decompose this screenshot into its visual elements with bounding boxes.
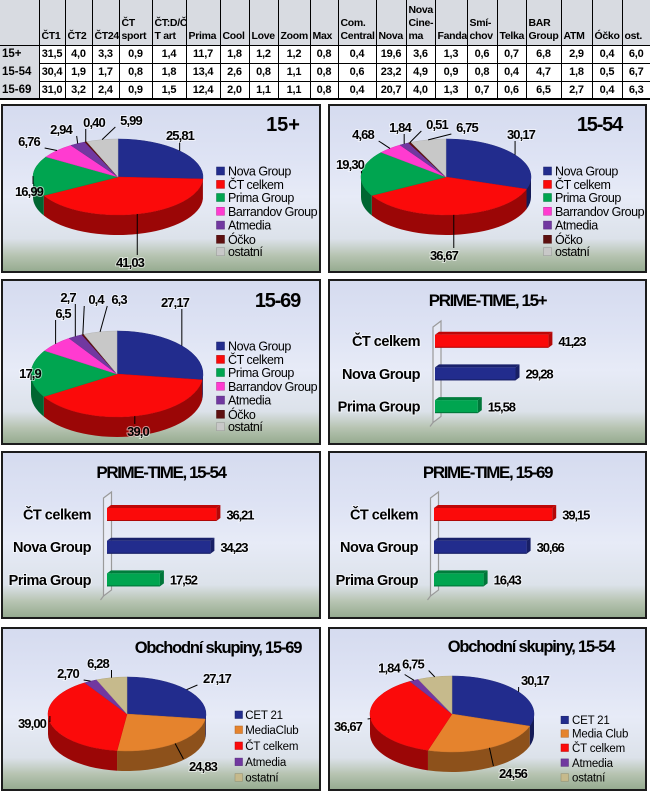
svg-text:30,17: 30,17 (507, 127, 536, 142)
svg-text:2,7: 2,7 (60, 290, 76, 305)
svg-text:30,66: 30,66 (537, 540, 565, 555)
svg-text:MediaClub: MediaClub (245, 725, 298, 737)
svg-text:19,30: 19,30 (336, 157, 365, 172)
svg-text:Óčko: Óčko (555, 232, 583, 247)
svg-text:Nova Group: Nova Group (228, 340, 291, 354)
svg-text:6,5: 6,5 (55, 306, 71, 321)
svg-text:0,51: 0,51 (426, 117, 448, 132)
svg-text:15,58: 15,58 (488, 399, 516, 414)
svg-text:Nova Group: Nova Group (228, 165, 291, 179)
svg-text:ostatní: ostatní (555, 245, 590, 259)
svg-text:Atmedia: Atmedia (555, 219, 598, 233)
svg-text:Prima Group: Prima Group (338, 400, 421, 416)
svg-text:ČT celkem: ČT celkem (23, 506, 91, 524)
svg-text:Nova Group: Nova Group (340, 540, 419, 556)
svg-text:Prima Group: Prima Group (228, 191, 294, 205)
svg-text:36,21: 36,21 (226, 507, 254, 522)
svg-text:Óčko: Óčko (228, 232, 256, 247)
svg-text:16,43: 16,43 (494, 573, 522, 588)
svg-text:15-54: 15-54 (577, 114, 624, 136)
svg-text:Nova Group: Nova Group (555, 165, 618, 179)
svg-text:6,28: 6,28 (87, 656, 109, 671)
svg-text:1,84: 1,84 (378, 660, 401, 675)
svg-text:Prima Group: Prima Group (555, 191, 621, 205)
svg-text:2,94: 2,94 (50, 122, 73, 137)
svg-text:ostatní: ostatní (228, 420, 263, 434)
svg-text:Barrandov Group: Barrandov Group (228, 205, 318, 219)
svg-text:0,40: 0,40 (83, 115, 105, 130)
svg-text:Óčko: Óčko (228, 407, 256, 422)
svg-text:2,70: 2,70 (57, 666, 79, 681)
svg-text:29,28: 29,28 (526, 367, 554, 382)
svg-text:Nova Group: Nova Group (342, 367, 421, 383)
svg-text:1,84: 1,84 (389, 120, 412, 135)
svg-text:Atmedia: Atmedia (228, 219, 271, 233)
svg-text:Prima Group: Prima Group (9, 573, 92, 589)
svg-text:CET 21: CET 21 (572, 715, 610, 727)
svg-text:15-69: 15-69 (255, 290, 301, 312)
svg-text:5,99: 5,99 (120, 113, 142, 128)
svg-text:ČT celkem: ČT celkem (352, 332, 420, 350)
svg-text:17,9: 17,9 (19, 366, 41, 381)
svg-text:39,15: 39,15 (562, 507, 590, 522)
svg-text:CET 21: CET 21 (245, 710, 283, 722)
svg-text:Barrandov Group: Barrandov Group (228, 380, 318, 394)
svg-text:36,67: 36,67 (334, 719, 363, 734)
svg-text:Media Club: Media Club (572, 729, 628, 741)
svg-text:6,75: 6,75 (456, 120, 478, 135)
svg-text:Atmedia: Atmedia (228, 394, 271, 408)
svg-text:15+: 15+ (266, 114, 300, 136)
svg-text:41,23: 41,23 (558, 334, 586, 349)
svg-text:Nova Group: Nova Group (13, 540, 92, 556)
svg-text:PRIME-TIME, 15-54: PRIME-TIME, 15-54 (96, 463, 227, 482)
svg-text:Prima Group: Prima Group (336, 573, 419, 589)
svg-text:0,4: 0,4 (88, 292, 105, 307)
svg-text:Obchodní skupiny, 15-54: Obchodní skupiny, 15-54 (448, 638, 616, 656)
svg-text:Barrandov Group: Barrandov Group (555, 205, 645, 219)
svg-text:ostatní: ostatní (228, 245, 263, 259)
svg-text:ČT celkem: ČT celkem (555, 177, 610, 192)
svg-text:41,03: 41,03 (116, 255, 145, 270)
svg-text:Atmedia: Atmedia (572, 758, 614, 770)
svg-text:ostatní: ostatní (245, 773, 279, 785)
svg-text:Obchodní skupiny, 15-69: Obchodní skupiny, 15-69 (135, 639, 302, 657)
svg-text:27,17: 27,17 (161, 295, 190, 310)
svg-text:24,56: 24,56 (499, 766, 528, 781)
svg-text:27,17: 27,17 (203, 671, 232, 686)
svg-text:25,81: 25,81 (166, 128, 195, 143)
svg-text:ČT celkem: ČT celkem (572, 742, 625, 755)
svg-text:24,83: 24,83 (189, 759, 218, 774)
svg-text:Prima Group: Prima Group (228, 366, 294, 380)
svg-text:PRIME-TIME, 15+: PRIME-TIME, 15+ (429, 291, 548, 310)
svg-text:34,23: 34,23 (220, 540, 248, 555)
svg-text:6,3: 6,3 (111, 292, 127, 307)
svg-text:16,99: 16,99 (15, 184, 44, 199)
svg-text:39,0: 39,0 (127, 424, 149, 439)
svg-text:4,68: 4,68 (352, 127, 374, 142)
svg-text:30,17: 30,17 (521, 673, 550, 688)
svg-text:39,00: 39,00 (18, 716, 47, 731)
svg-text:Atmedia: Atmedia (245, 757, 287, 769)
svg-text:6,76: 6,76 (18, 134, 40, 149)
svg-text:ostatní: ostatní (572, 773, 606, 785)
svg-text:ČT celkem: ČT celkem (228, 352, 283, 367)
svg-text:17,52: 17,52 (170, 573, 198, 588)
svg-text:ČT celkem: ČT celkem (350, 506, 418, 524)
svg-text:6,75: 6,75 (402, 656, 424, 671)
svg-text:ČT celkem: ČT celkem (245, 740, 298, 753)
svg-text:36,67: 36,67 (430, 248, 459, 263)
svg-text:ČT celkem: ČT celkem (228, 177, 283, 192)
svg-text:PRIME-TIME, 15-69: PRIME-TIME, 15-69 (423, 463, 553, 482)
